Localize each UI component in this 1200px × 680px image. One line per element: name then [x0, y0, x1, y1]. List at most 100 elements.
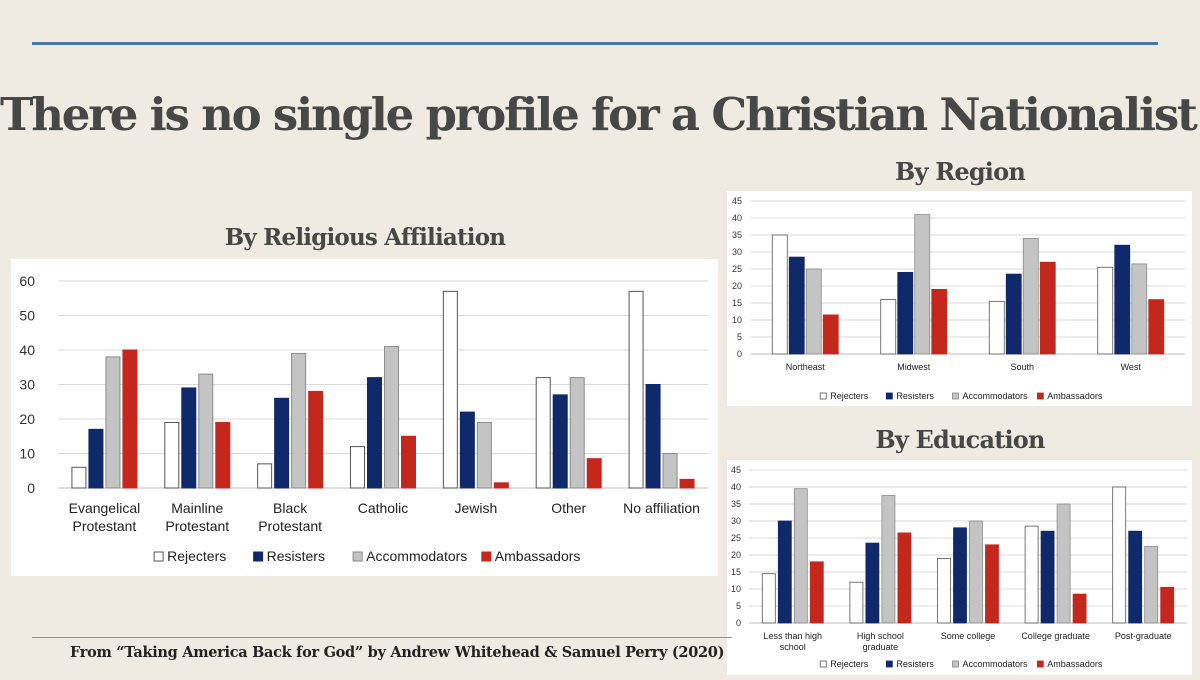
- education-chart-title: By Education: [875, 425, 1045, 454]
- legend-label-accommodators: Accommodators: [962, 391, 1028, 401]
- y-tick-label: 30: [731, 516, 741, 526]
- bar-accommodators: [662, 453, 678, 489]
- bar-rejecters: [1097, 266, 1114, 355]
- bar-ambassadors: [1160, 586, 1175, 624]
- bar-accommodators: [793, 488, 808, 624]
- bar-rejecters: [442, 290, 458, 489]
- legend-swatch-ambassadors: [1036, 660, 1044, 668]
- legend-swatch-accommodators: [352, 551, 363, 562]
- legend-label-ambassadors: Ambassadors: [495, 548, 581, 564]
- bar-accommodators: [881, 495, 896, 624]
- bar-resisters: [788, 256, 805, 355]
- x-tick-label: Less than high: [764, 631, 823, 641]
- legend: Rejecters Resisters Accommodators Ambassado…: [153, 548, 581, 564]
- y-tick-label: 0: [737, 349, 742, 359]
- legend-swatch-resisters: [885, 392, 893, 400]
- bar-accommodators: [476, 421, 492, 489]
- bar-resisters: [777, 520, 792, 624]
- y-tick-label: 5: [737, 332, 742, 342]
- y-tick-label: 35: [732, 230, 742, 240]
- x-tick-label: College graduate: [1021, 631, 1090, 641]
- bar-ambassadors: [401, 435, 416, 489]
- y-tick-label: 20: [732, 281, 742, 291]
- y-tick-label: 0: [27, 480, 35, 496]
- legend-swatch-accommodators: [952, 660, 959, 668]
- legend-swatch-accommodators: [952, 392, 959, 400]
- x-tick-label: Northeast: [786, 362, 826, 372]
- bar-resisters: [552, 394, 568, 489]
- bar-ambassadors: [308, 390, 324, 489]
- y-tick-label: 5: [736, 601, 741, 611]
- bar-resisters: [181, 387, 197, 489]
- y-axis: 0 10 20 30 40 50 60: [19, 273, 35, 496]
- y-tick-label: 40: [731, 482, 741, 492]
- legend-label-rejecters: Rejecters: [830, 659, 869, 669]
- legend-label-resisters: Resisters: [896, 391, 934, 401]
- page-title: There is no single profile for a Christi…: [0, 88, 1198, 141]
- legend-swatch-ambassadors: [481, 551, 492, 562]
- bar-resisters: [953, 527, 967, 624]
- bar-accommodators: [805, 268, 822, 355]
- x-tick-label: Some college: [941, 631, 996, 641]
- region-chart-title: By Region: [895, 157, 1026, 186]
- y-tick-label: 30: [19, 376, 35, 392]
- x-tick-label: Midwest: [897, 362, 931, 372]
- legend-label-rejecters: Rejecters: [830, 391, 869, 401]
- y-axis: 0 5 10 15 20 25 30 35 40 45: [731, 465, 741, 628]
- x-tick-label: graduate: [863, 642, 899, 652]
- bar-ambassadors: [1148, 299, 1165, 355]
- y-tick-label: 0: [736, 618, 741, 628]
- bar-rejecters: [350, 446, 365, 489]
- bar-ambassadors: [586, 458, 602, 489]
- legend-swatch-rejecters: [819, 392, 827, 400]
- y-tick-label: 20: [731, 550, 741, 560]
- y-tick-label: 25: [731, 533, 741, 543]
- y-tick-label: 35: [731, 499, 741, 509]
- x-tick-label: school: [780, 642, 806, 652]
- y-tick-label: 25: [732, 264, 742, 274]
- x-tick-label: West: [1121, 362, 1142, 372]
- bar-accommodators: [969, 520, 983, 624]
- y-tick-label: 50: [19, 307, 35, 323]
- y-tick-label: 10: [732, 315, 742, 325]
- legend-swatch-resisters: [253, 551, 264, 562]
- x-tick-label: High school: [857, 631, 904, 641]
- bar-ambassadors: [897, 532, 912, 624]
- y-tick-label: 45: [732, 196, 742, 206]
- bar-resisters: [274, 397, 290, 489]
- bar-rejecters: [628, 290, 644, 489]
- religion-chart: 0 10 20 30 40 50 60 Evangelical Protestant Mainli…: [19, 273, 708, 564]
- bar-rejecters: [849, 581, 864, 624]
- x-tick-label: Jewish: [454, 500, 497, 516]
- legend-label-accommodators: Accommodators: [366, 548, 467, 564]
- bar-accommodators: [291, 352, 307, 489]
- bar-accommodators: [1056, 503, 1071, 624]
- x-tick-label: Catholic: [358, 500, 409, 516]
- bar-accommodators: [914, 214, 931, 355]
- bar-ambassadors: [215, 421, 231, 489]
- bar-ambassadors: [931, 289, 948, 355]
- legend-swatch-resisters: [885, 660, 893, 668]
- bar-rejecters: [771, 234, 788, 355]
- x-tick-label: Protestant: [165, 518, 229, 534]
- bar-rejecters: [937, 558, 951, 624]
- religion-chart-title: By Religious Affiliation: [224, 224, 506, 251]
- bar-resisters: [1114, 244, 1131, 355]
- bar-ambassadors: [493, 482, 509, 489]
- religion-chart-panel: 0 10 20 30 40 50 60 Evangelical Protestant Mainli…: [11, 259, 718, 576]
- education-chart-panel: 0 5 10 15 20 25 30 35 40 45 Less than high school Hi…: [727, 460, 1192, 675]
- bar-rejecters: [257, 463, 273, 489]
- x-tick-label: No affiliation: [623, 500, 700, 516]
- bar-rejecters: [1112, 486, 1127, 624]
- bar-ambassadors: [679, 478, 695, 489]
- x-tick-label: Mainline: [171, 500, 223, 516]
- y-tick-label: 10: [731, 584, 741, 594]
- bottom-rule: [32, 637, 732, 638]
- bar-accommodators: [1144, 546, 1159, 624]
- bar-resisters: [459, 411, 475, 489]
- bar-rejecters: [761, 573, 776, 624]
- bar-ambassadors: [1039, 261, 1056, 355]
- bar-rejecters: [880, 299, 897, 355]
- x-tick-label: Post-graduate: [1115, 631, 1172, 641]
